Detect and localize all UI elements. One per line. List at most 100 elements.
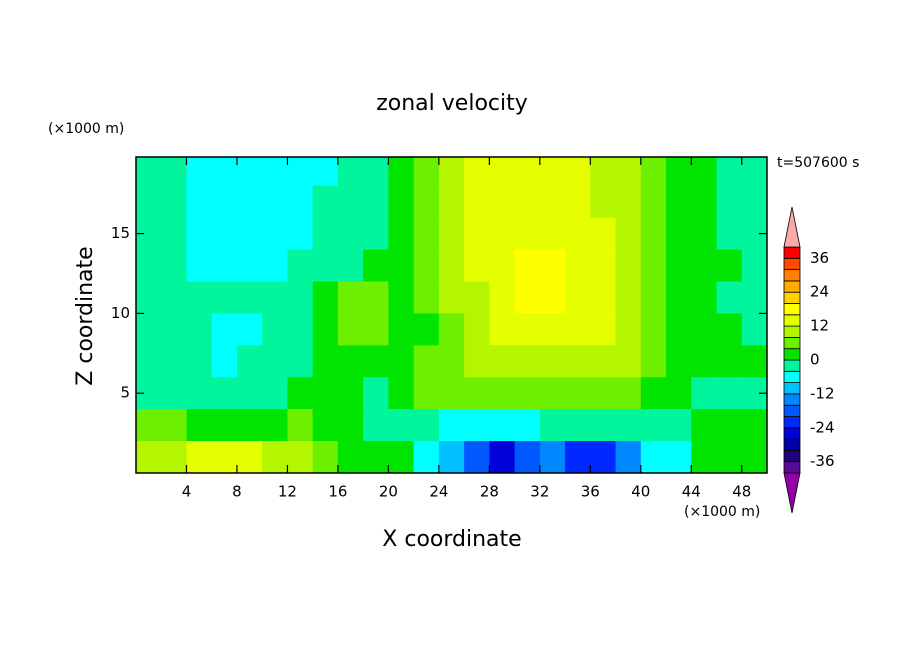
field-cell xyxy=(236,409,263,442)
colorbar-box xyxy=(783,404,801,417)
field-cell xyxy=(489,185,516,219)
field-cell xyxy=(489,157,516,187)
field-cell xyxy=(236,345,263,378)
field-cell xyxy=(716,409,743,442)
field-cell xyxy=(136,157,162,187)
colorbar-box xyxy=(783,427,801,440)
field-cell xyxy=(438,157,465,187)
plot-frame xyxy=(135,156,768,474)
field-cell xyxy=(363,157,389,187)
field-cell xyxy=(666,157,692,187)
field-cell xyxy=(211,281,238,314)
field-cell xyxy=(438,313,465,346)
field-cell xyxy=(640,157,667,187)
field-cell xyxy=(438,409,465,442)
colorbar-box xyxy=(783,246,801,259)
field-cell xyxy=(312,409,339,442)
field-cell xyxy=(363,185,389,219)
field-cell xyxy=(691,217,718,251)
field-cell xyxy=(186,313,213,346)
field-cell xyxy=(211,377,238,410)
field-cell xyxy=(312,217,339,251)
field-cell xyxy=(464,441,490,473)
field-cell xyxy=(615,313,642,346)
field-cell xyxy=(211,217,238,251)
field-cell xyxy=(489,409,516,442)
field-cell xyxy=(539,409,566,442)
field-cell xyxy=(211,157,238,187)
field-cell xyxy=(565,441,591,473)
field-cell xyxy=(161,185,187,219)
field-cell xyxy=(363,441,389,473)
field-cell xyxy=(438,441,465,473)
field-cell xyxy=(363,409,389,442)
field-cell xyxy=(539,377,566,410)
colorbar-box xyxy=(783,291,801,304)
field-cell xyxy=(262,441,288,473)
field-cell xyxy=(211,313,238,346)
field-cell xyxy=(590,249,617,282)
field-cell xyxy=(741,409,767,442)
y-axis-label: Z coordinate xyxy=(73,246,98,385)
y-tick-label: 10 xyxy=(111,304,130,322)
field-cell xyxy=(590,441,617,473)
field-cell xyxy=(262,249,288,282)
field-cell xyxy=(539,249,566,282)
field-cell xyxy=(590,217,617,251)
field-cell xyxy=(136,313,162,346)
colorbar-box xyxy=(783,393,801,406)
field-cell xyxy=(640,377,667,410)
field-cell xyxy=(489,345,516,378)
field-cell xyxy=(136,409,162,442)
field-cell xyxy=(211,441,238,473)
field-cell xyxy=(666,185,692,219)
field-cell xyxy=(438,185,465,219)
x-tick-label: 40 xyxy=(631,483,650,501)
field-cell xyxy=(514,281,541,314)
field-cell xyxy=(464,249,490,282)
field-cell xyxy=(413,185,440,219)
x-unit: (×1000 m) xyxy=(684,504,760,520)
field-cell xyxy=(640,409,667,442)
field-cell xyxy=(262,185,288,219)
field-cell xyxy=(590,409,617,442)
field-cell xyxy=(287,377,314,410)
field-cell xyxy=(161,249,187,282)
field-cell xyxy=(337,185,364,219)
field-cell xyxy=(236,217,263,251)
field-cell xyxy=(413,441,440,473)
field-cell xyxy=(716,185,743,219)
colorbar-box xyxy=(783,370,801,383)
colorbar-box xyxy=(783,336,801,350)
field-cell xyxy=(287,249,314,282)
field-cell xyxy=(565,377,591,410)
field-cell xyxy=(161,441,187,473)
field-cell xyxy=(262,409,288,442)
colorbar-box xyxy=(783,449,801,463)
field-cell xyxy=(413,377,440,410)
field-cell xyxy=(539,345,566,378)
field-cell xyxy=(590,377,617,410)
field-cell xyxy=(388,249,415,282)
colorbar-label: -12 xyxy=(810,384,835,402)
field-cell xyxy=(413,313,440,346)
field-cell xyxy=(464,157,490,187)
x-axis-label: X coordinate xyxy=(382,527,521,552)
field-cell xyxy=(337,441,364,473)
field-cell xyxy=(514,345,541,378)
field-cell xyxy=(186,185,213,219)
field-cell xyxy=(388,345,415,378)
field-cell xyxy=(312,345,339,378)
field-cell xyxy=(211,409,238,442)
field-cell xyxy=(716,157,743,187)
field-cell xyxy=(337,313,364,346)
field-cell xyxy=(716,377,743,410)
field-cell xyxy=(640,441,667,473)
field-cell xyxy=(438,345,465,378)
field-cell xyxy=(388,409,415,442)
x-tick-label: 44 xyxy=(682,483,701,501)
field-cell xyxy=(489,441,516,473)
field-cell xyxy=(161,281,187,314)
colorbar-label: 0 xyxy=(810,351,820,369)
